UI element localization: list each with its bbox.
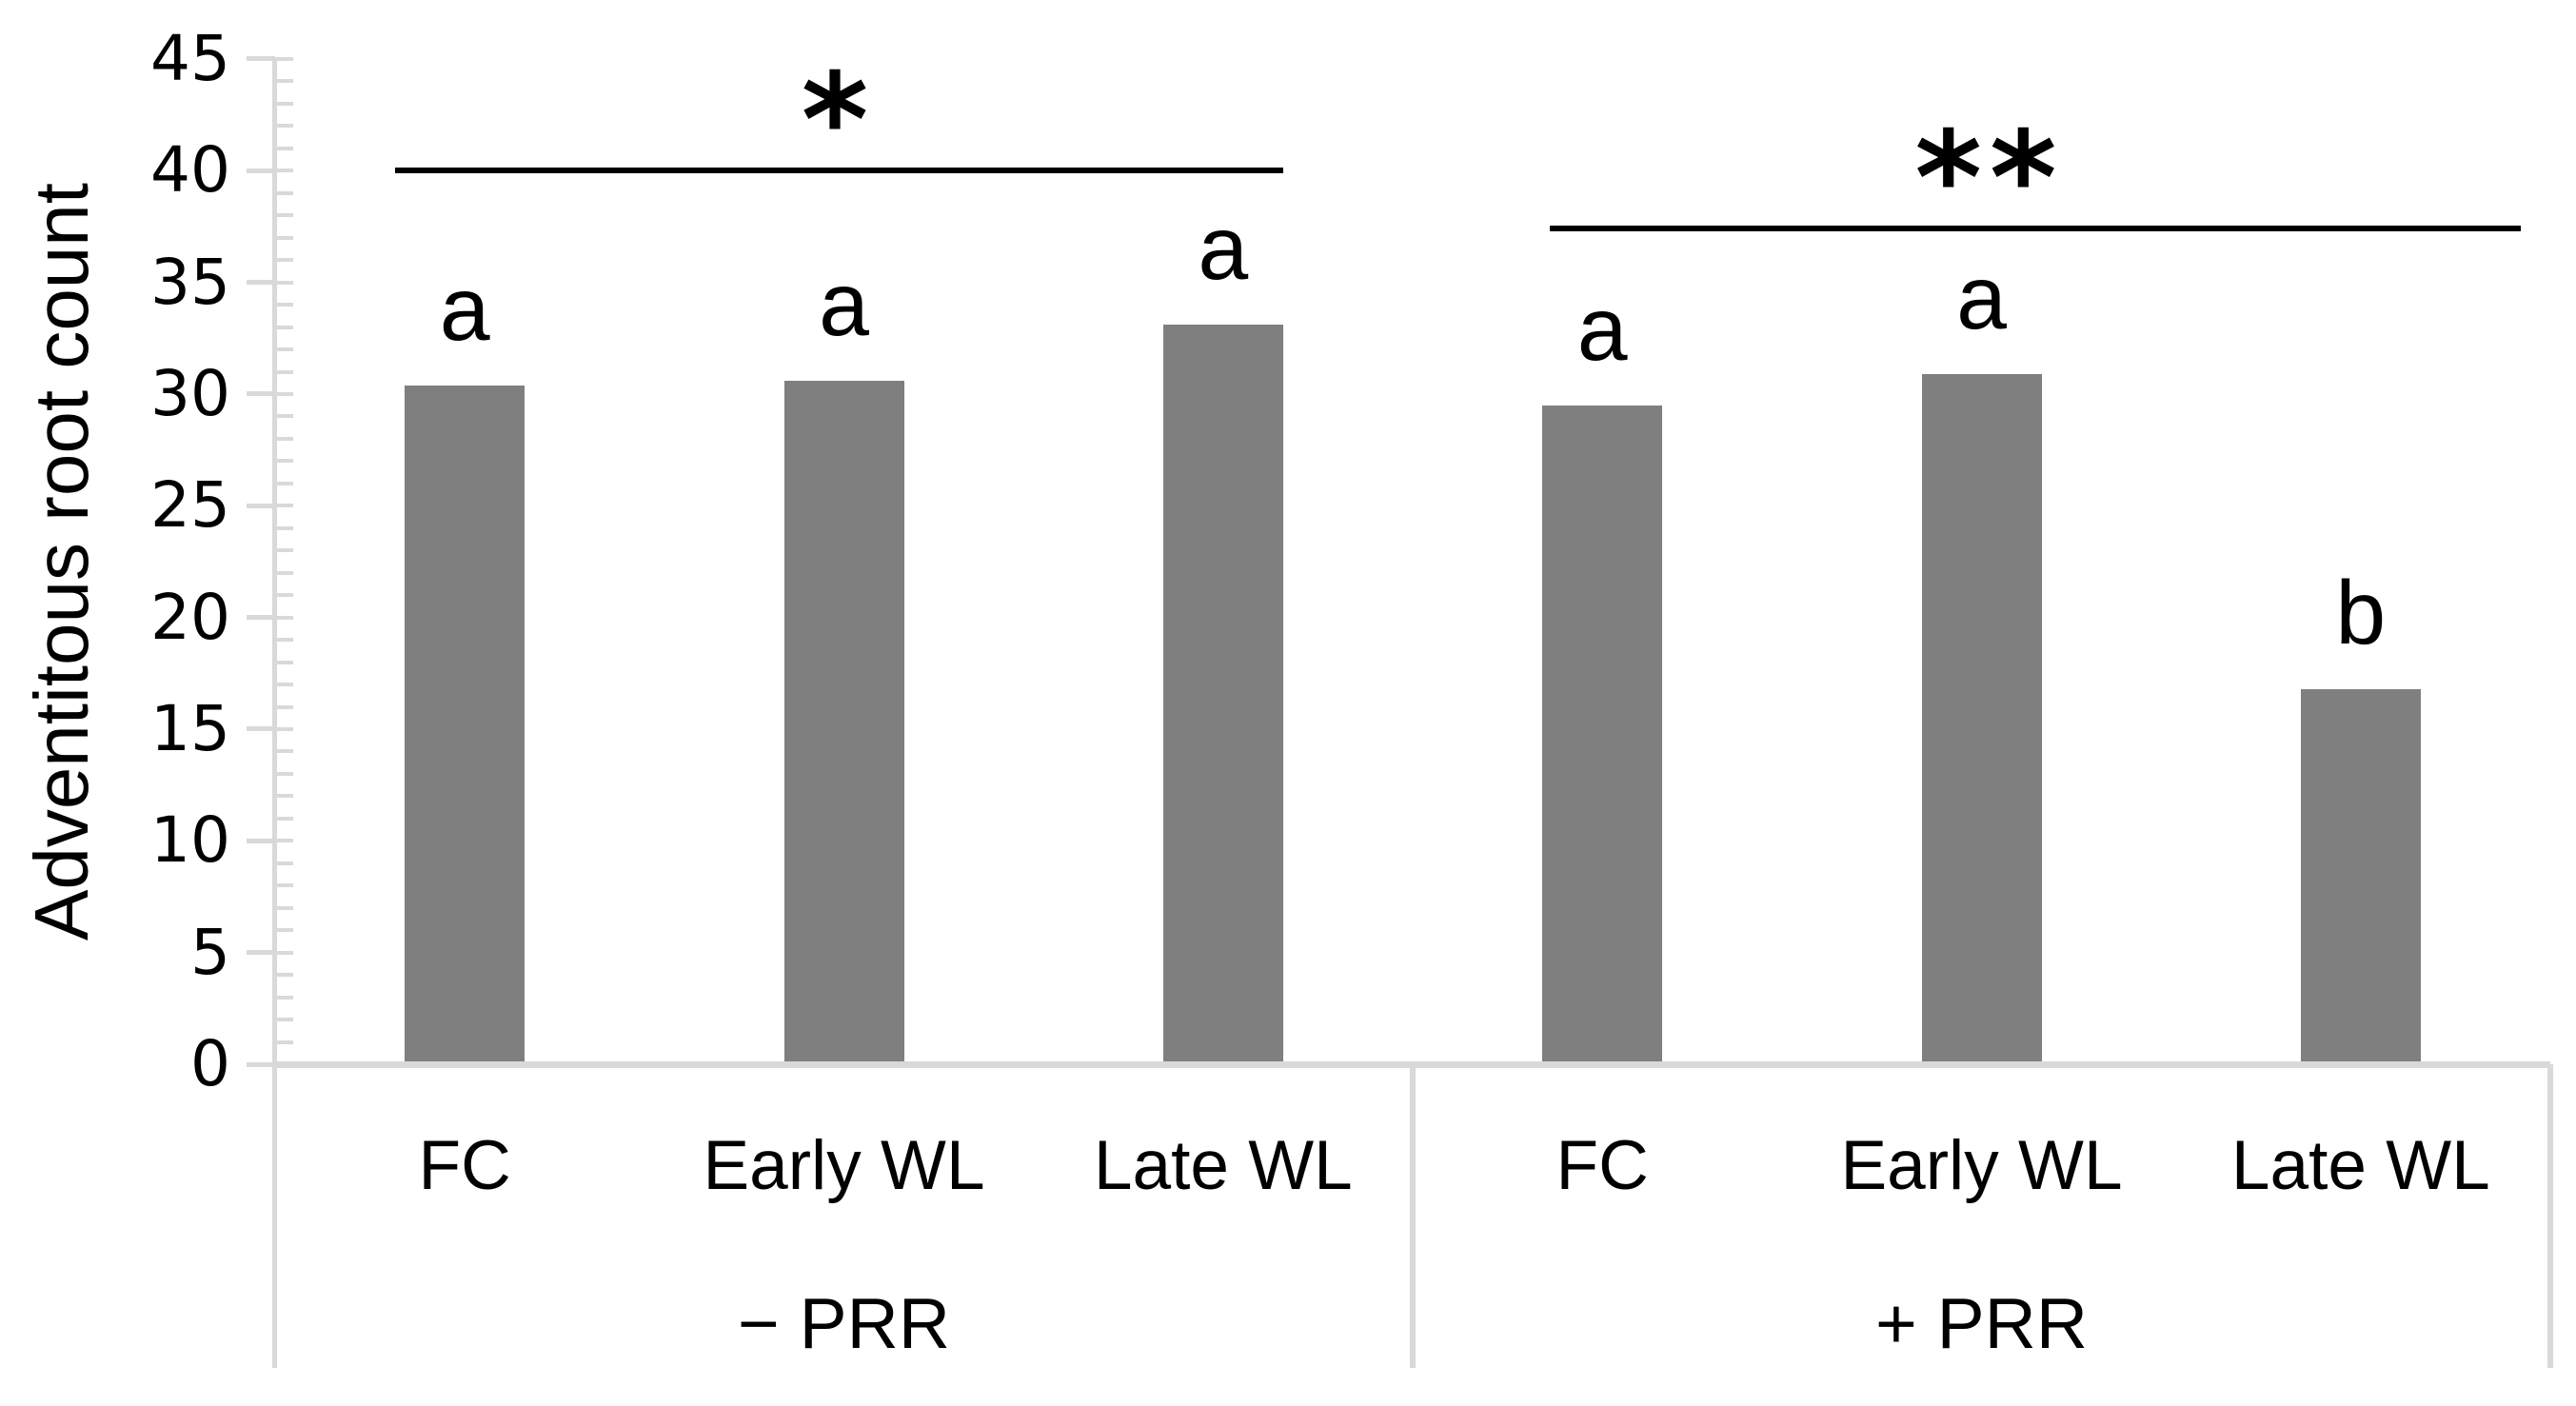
y-minor-tick bbox=[275, 615, 293, 620]
y-tick-label: 20 bbox=[150, 580, 230, 654]
y-tick-label: 35 bbox=[150, 245, 230, 319]
significance-line bbox=[1550, 226, 2521, 232]
y-minor-tick bbox=[275, 146, 293, 150]
y-minor-tick bbox=[275, 79, 293, 84]
y-minor-tick bbox=[275, 391, 293, 396]
y-minor-tick bbox=[275, 280, 293, 285]
y-minor-tick bbox=[275, 504, 293, 508]
significance-line bbox=[395, 168, 1283, 174]
y-major-tick bbox=[247, 56, 275, 62]
y-minor-tick bbox=[275, 973, 293, 978]
y-minor-tick bbox=[275, 794, 293, 799]
y-minor-tick bbox=[275, 660, 293, 664]
y-major-tick bbox=[247, 726, 275, 732]
bar bbox=[2300, 688, 2421, 1061]
y-minor-tick bbox=[275, 883, 293, 888]
y-minor-tick bbox=[275, 303, 293, 307]
category-label: Late WL bbox=[2230, 1127, 2490, 1204]
y-major-tick bbox=[247, 950, 275, 956]
group-divider-line bbox=[1410, 1064, 1416, 1368]
category-label: Late WL bbox=[1093, 1127, 1353, 1204]
y-minor-tick bbox=[275, 771, 293, 776]
bar bbox=[783, 380, 904, 1061]
y-tick-label: 0 bbox=[190, 1027, 230, 1100]
y-minor-tick bbox=[275, 683, 293, 687]
bar-letter: b bbox=[2335, 562, 2387, 663]
y-major-tick bbox=[247, 391, 275, 397]
bar bbox=[1542, 405, 1663, 1061]
y-minor-tick bbox=[275, 414, 293, 419]
y-minor-tick bbox=[275, 235, 293, 240]
y-major-tick bbox=[247, 503, 275, 508]
y-minor-tick bbox=[275, 548, 293, 553]
y-minor-tick bbox=[275, 481, 293, 485]
bar-letter: a bbox=[1198, 198, 1249, 300]
y-major-tick bbox=[247, 168, 275, 173]
y-minor-tick bbox=[275, 570, 293, 575]
y-tick-label: 15 bbox=[150, 691, 230, 765]
y-minor-tick bbox=[275, 950, 293, 955]
bar-letter: a bbox=[1956, 247, 2007, 348]
bar bbox=[1921, 373, 2042, 1061]
y-minor-tick bbox=[275, 436, 293, 441]
y-minor-tick bbox=[275, 124, 293, 129]
category-label: Early WL bbox=[703, 1127, 985, 1204]
y-tick-label: 40 bbox=[150, 133, 230, 208]
y-minor-tick bbox=[275, 638, 293, 643]
y-minor-tick bbox=[275, 593, 293, 598]
y-minor-tick bbox=[275, 726, 293, 731]
y-minor-tick bbox=[275, 213, 293, 218]
y-minor-tick bbox=[275, 369, 293, 374]
y-minor-tick bbox=[275, 839, 293, 843]
y-minor-tick bbox=[275, 928, 293, 933]
y-minor-tick bbox=[275, 749, 293, 754]
y-minor-tick bbox=[275, 190, 293, 195]
y-major-tick bbox=[247, 280, 275, 286]
y-minor-tick bbox=[275, 325, 293, 329]
y-tick-label: 25 bbox=[150, 468, 230, 543]
y-tick-label: 45 bbox=[150, 21, 230, 95]
bar-letter: a bbox=[439, 258, 490, 360]
y-minor-tick bbox=[275, 459, 293, 464]
group-label: − PRR bbox=[738, 1283, 950, 1363]
y-major-tick bbox=[247, 838, 275, 843]
y-minor-tick bbox=[275, 704, 293, 709]
y-major-tick bbox=[247, 1061, 275, 1067]
bar bbox=[405, 385, 525, 1061]
y-minor-tick bbox=[275, 995, 293, 1000]
y-minor-tick bbox=[275, 347, 293, 352]
y-minor-tick bbox=[275, 101, 293, 106]
y-minor-tick bbox=[275, 525, 293, 530]
significance-symbol: * bbox=[801, 46, 877, 196]
significance-symbol: ** bbox=[1914, 104, 2065, 254]
y-axis-line bbox=[272, 58, 277, 1368]
y-tick-label: 10 bbox=[150, 803, 230, 878]
bar bbox=[1162, 325, 1283, 1061]
y-minor-tick bbox=[275, 168, 293, 173]
group-label: + PRR bbox=[1875, 1283, 2088, 1363]
y-minor-tick bbox=[275, 905, 293, 910]
y-tick-label: 5 bbox=[190, 915, 230, 989]
category-label: FC bbox=[1556, 1127, 1649, 1204]
y-minor-tick bbox=[275, 816, 293, 821]
category-label: Early WL bbox=[1840, 1127, 2123, 1204]
y-minor-tick bbox=[275, 1040, 293, 1044]
y-tick-label: 30 bbox=[150, 356, 230, 430]
y-major-tick bbox=[247, 615, 275, 621]
category-label: FC bbox=[418, 1127, 511, 1204]
group-divider-line bbox=[2547, 1064, 2553, 1368]
y-minor-tick bbox=[275, 258, 293, 263]
y-minor-tick bbox=[275, 1018, 293, 1022]
y-minor-tick bbox=[275, 56, 293, 61]
bar-letter: a bbox=[1576, 278, 1628, 380]
y-minor-tick bbox=[275, 861, 293, 865]
bar-letter: a bbox=[819, 253, 869, 355]
